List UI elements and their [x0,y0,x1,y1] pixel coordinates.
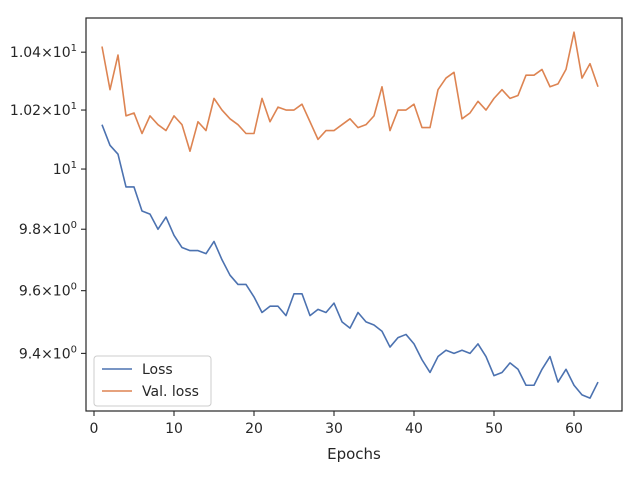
x-tick-label: 30 [325,421,343,437]
y-tick-label: 1.04×101 [10,43,77,61]
x-tick-label: 20 [245,421,263,437]
plot-frame [85,17,623,412]
y-tick-label: 1.02×101 [10,101,77,119]
x-tick-label: 10 [165,421,183,437]
y-tick-label: 9.8×100 [19,220,77,238]
legend-label-loss: Loss [142,362,173,378]
y-axis: 9.4×100 9.6×100 9.8×100 101 1.02×101 1.04×101 [10,43,86,362]
series-layer [101,31,599,399]
x-tick-label: 60 [565,421,583,437]
y-tick-label: 9.4×100 [19,344,77,362]
x-tick-label: 40 [405,421,423,437]
series-line-loss [101,124,599,399]
x-tick-label: 50 [485,421,503,437]
y-tick-label: 9.6×100 [19,282,77,300]
x-axis-label: Epochs [327,445,381,463]
y-tick-label: 101 [53,160,77,178]
legend: Loss Val. loss [93,355,212,407]
legend-label-val-loss: Val. loss [142,384,199,400]
x-tick-label: 0 [90,421,99,437]
series-line-val-loss [101,31,599,153]
x-axis: 0 10 20 30 40 50 60 [90,411,583,437]
